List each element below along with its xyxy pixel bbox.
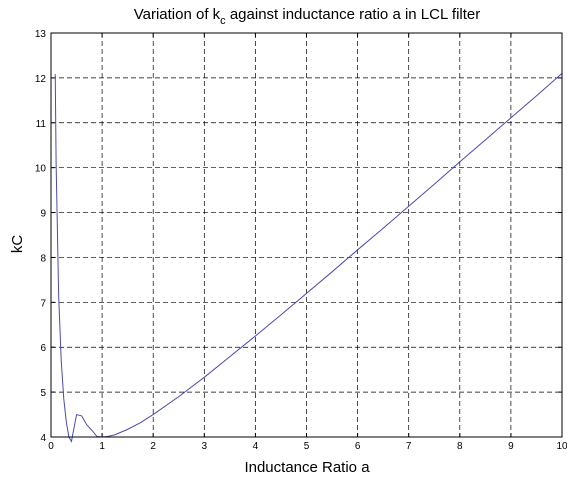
x-tick-label: 0 <box>48 441 54 452</box>
y-tick-label: 6 <box>40 343 46 354</box>
chart-title: Variation of kc against inductance ratio… <box>134 6 481 27</box>
y-tick-labels: 4 5 6 7 8 9 10 11 12 13 <box>35 29 47 444</box>
y-tick-label: 4 <box>40 433 46 444</box>
x-tick-label: 10 <box>556 441 567 452</box>
series-layer <box>54 73 563 443</box>
chart-title-rest: against inductance ratio a in LCL filter <box>226 6 481 23</box>
y-tick-label: 5 <box>40 388 46 399</box>
grid-lines <box>51 33 562 437</box>
x-tick-label: 8 <box>457 441 463 452</box>
y-tick-label: 8 <box>40 253 46 264</box>
y-tick-label: 12 <box>35 74 47 85</box>
y-tick-label: 9 <box>40 209 46 220</box>
x-tick-label: 4 <box>253 441 259 452</box>
x-tick-label: 1 <box>99 441 105 452</box>
x-tick-label: 2 <box>150 441 156 452</box>
x-tick-label: 7 <box>406 441 412 452</box>
chart-title-subscript: c <box>220 15 226 27</box>
x-axis-label: Inductance Ratio a <box>244 459 370 476</box>
y-axis-label: kC <box>9 235 26 254</box>
y-tick-label: 7 <box>40 298 46 309</box>
y-tick-label: 13 <box>35 29 47 40</box>
y-tick-label: 10 <box>35 164 47 175</box>
y-tick-label: 11 <box>36 119 47 130</box>
x-tick-label: 3 <box>202 441 208 452</box>
series-line-0 <box>54 73 563 443</box>
x-tick-label: 9 <box>508 441 514 452</box>
x-tick-labels: 0 1 2 3 4 5 6 7 8 9 10 <box>48 441 567 452</box>
chart-title-main: Variation of k <box>134 6 221 23</box>
plot-frame <box>50 32 563 438</box>
x-tick-label: 6 <box>355 441 361 452</box>
x-tick-label: 5 <box>304 441 310 452</box>
